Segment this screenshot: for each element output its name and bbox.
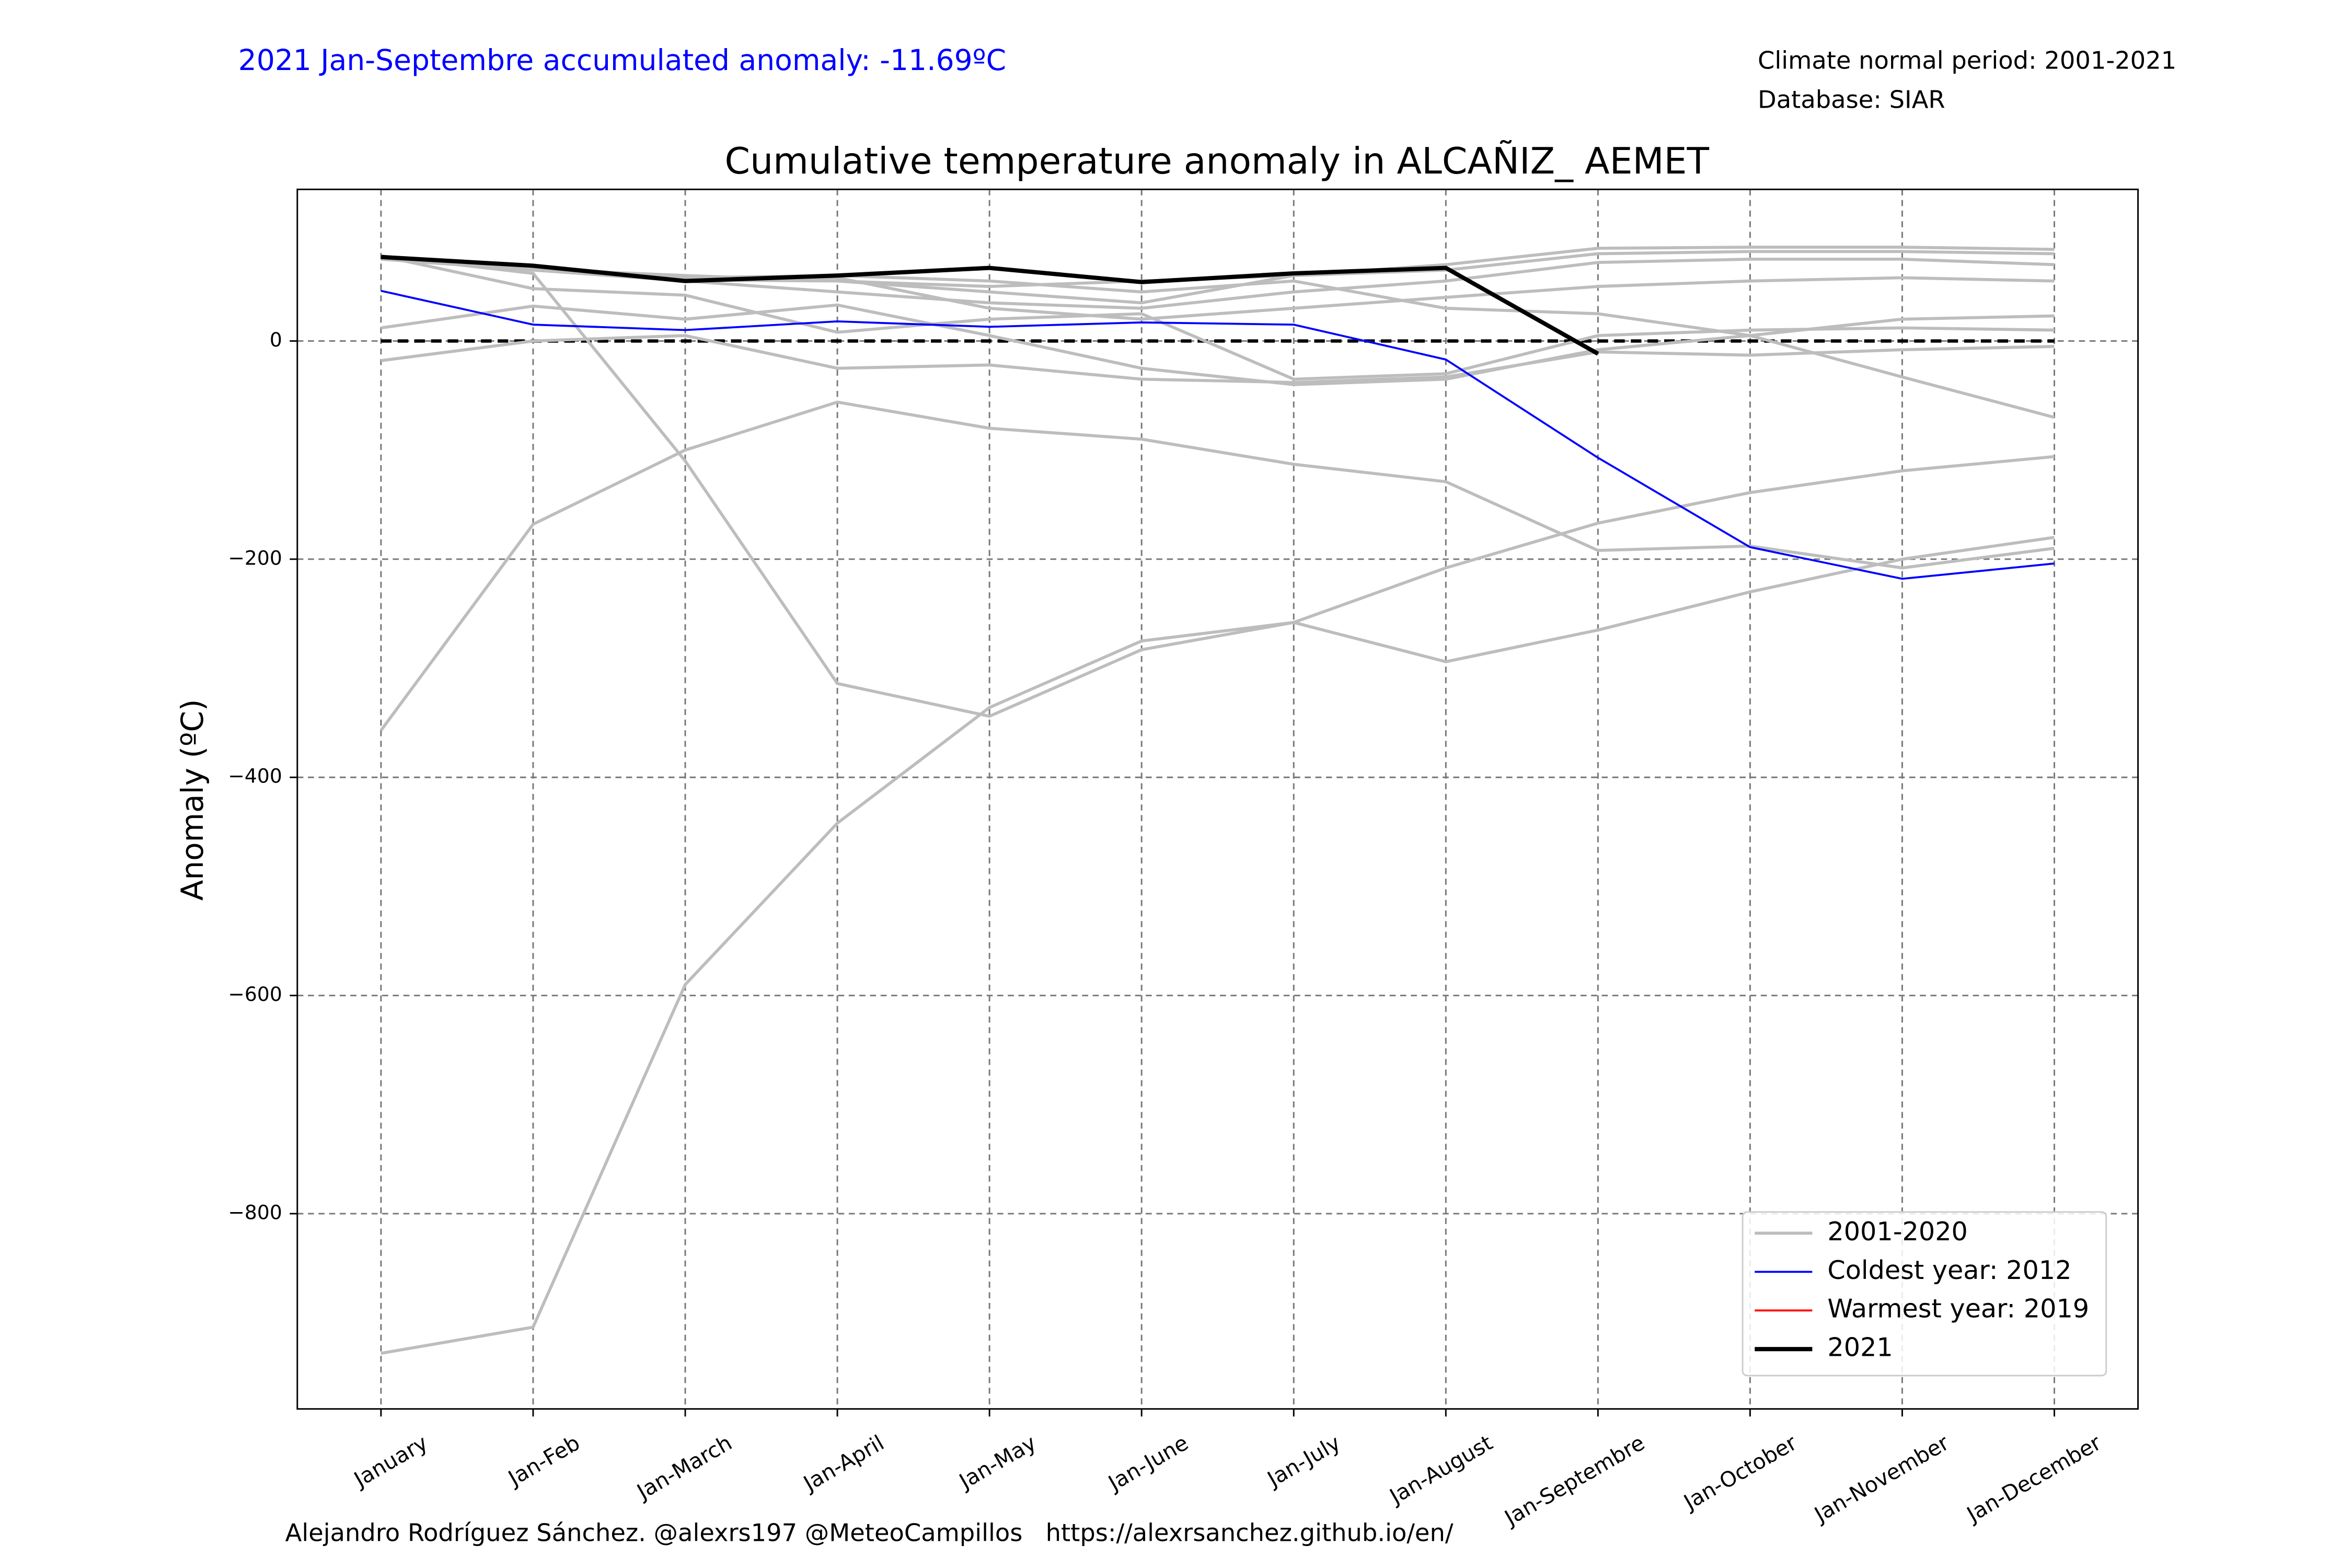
data-line [381,256,2055,419]
plot-frame [296,188,2139,1410]
y-tick-label: −800 [228,1201,282,1224]
x-tick-label: Jan-October [1678,1430,1801,1516]
data-line [381,255,1599,356]
data-line [381,334,2055,384]
y-axis-label: Anomaly (ºC) [175,699,210,901]
data-line [381,290,2055,580]
y-tick-label: −200 [228,546,282,569]
legend-label: Coldest year: 2012 [1827,1255,2071,1285]
chart-title: Cumulative temperature anomaly in ALCAÑI… [725,140,1710,182]
data-line [379,400,2055,732]
x-tick-label: Jan-December [1961,1430,2105,1528]
x-tick-label: Jan-August [1384,1430,1497,1509]
normal-period: Climate normal period: 2001-2021 [1758,46,2176,74]
x-tick-label: January [349,1430,432,1493]
legend-label: 2001-2020 [1827,1216,1968,1247]
y-tick-label: 0 [270,328,282,351]
legend-box [1742,1211,2107,1377]
x-tick-label: Jan-July [1262,1430,1345,1492]
x-tick-label: Jan-Septembre [1499,1430,1649,1531]
anomaly-note: 2021 Jan-Septembre accumulated anomaly: … [238,43,1006,77]
x-tick-label: Jan-June [1103,1430,1193,1496]
legend-label: Warmest year: 2019 [1827,1294,2089,1324]
data-line [381,254,2055,381]
database: Database: SIAR [1758,86,1945,114]
data-line [381,257,2055,310]
y-tick-label: −600 [228,983,282,1006]
x-tick-label: Jan-March [631,1430,736,1505]
x-tick-label: Jan-May [954,1430,1041,1495]
y-tick-label: −400 [228,765,282,788]
x-tick-label: Jan-November [1809,1430,1953,1528]
data-line [381,455,2055,1355]
footer: Alejandro Rodríguez Sánchez. @alexrs197 … [285,1519,1454,1547]
data-line [381,303,2055,386]
x-tick-label: Jan-April [798,1430,889,1497]
legend-label: 2021 [1827,1332,1893,1363]
x-tick-label: Jan-Feb [503,1430,584,1492]
data-line [381,254,2055,718]
